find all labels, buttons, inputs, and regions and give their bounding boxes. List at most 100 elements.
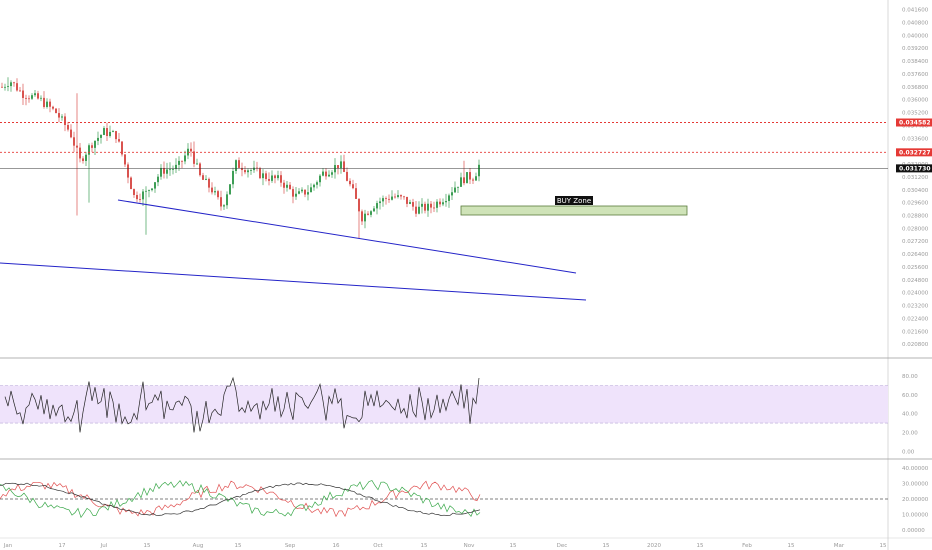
- price-tick-label: 0.027200: [902, 239, 929, 245]
- price-tick-label: 0.026400: [902, 252, 929, 258]
- candle-body: [19, 90, 21, 92]
- candle-body: [148, 190, 150, 191]
- candle-body: [346, 171, 348, 181]
- candle-body: [25, 97, 27, 99]
- oscillator-pane: 40.00000 30.00000 20.00000 10.00000 0.00000: [0, 458, 932, 534]
- time-tick-label: 17: [59, 543, 66, 549]
- price-tick-label: 0.033600: [902, 136, 929, 142]
- candle-body: [37, 93, 39, 99]
- candle-body: [319, 175, 321, 183]
- time-axis: Jan 17 Jul 15 Aug 15 Sep 16 Oct 15 Nov 15 Dec 15 2020 1…: [0, 537, 932, 549]
- candle-body: [436, 201, 438, 208]
- candle-body: [424, 203, 426, 211]
- candle-body: [259, 168, 261, 179]
- annotation-layer: BUY Zone: [460, 196, 688, 216]
- candle-body: [391, 196, 393, 200]
- candle-body: [10, 82, 12, 87]
- candle-body: [427, 203, 429, 211]
- price-tick-label: 0.021600: [902, 329, 929, 335]
- candle-body: [322, 171, 324, 176]
- candle-body: [337, 165, 339, 169]
- candle-body: [178, 160, 180, 165]
- price-tick-label: 0.040800: [902, 21, 929, 27]
- candle-body: [265, 173, 267, 180]
- time-tick-label: Dec: [557, 543, 568, 549]
- oscillator-green-line: [0, 479, 481, 519]
- candle-body: [163, 167, 165, 174]
- candle-body: [403, 196, 405, 198]
- candle-body: [448, 195, 450, 201]
- candle-body: [217, 191, 219, 198]
- rsi-band: [0, 385, 888, 424]
- candle-body: [379, 201, 381, 204]
- time-tick-label: 15: [421, 543, 428, 549]
- candle-body: [433, 207, 435, 209]
- candle-body: [268, 179, 270, 181]
- candle-body: [328, 174, 330, 177]
- oscillator-black-line: [0, 482, 481, 516]
- candle-body: [112, 131, 114, 132]
- buy-zone-box[interactable]: [460, 205, 688, 216]
- candle-body: [208, 178, 210, 188]
- buy-zone-label-bg: [555, 196, 593, 205]
- candle-body: [355, 188, 357, 199]
- candle-body: [376, 203, 378, 209]
- candle-body: [49, 101, 51, 107]
- candle-body: [106, 128, 108, 137]
- candle-body: [373, 208, 375, 212]
- rsi-line: [4, 376, 480, 433]
- candle-body: [415, 206, 417, 214]
- candle-body: [472, 179, 474, 181]
- candle-body: [442, 202, 444, 205]
- candle-body: [28, 98, 30, 100]
- candle-body: [91, 145, 93, 148]
- price-tick-label: 0.036000: [902, 98, 929, 104]
- candle-body: [454, 187, 456, 193]
- candle-body: [202, 175, 204, 180]
- candle-body: [244, 170, 246, 173]
- candle-body: [166, 169, 168, 174]
- candle-body: [154, 182, 156, 189]
- candle-body: [142, 191, 144, 200]
- candle-body: [151, 188, 153, 191]
- time-tick-label: Jul: [100, 543, 108, 549]
- rsi-tick-label: 60.00: [902, 393, 918, 399]
- oscillator-tick-label: 10.00000: [902, 512, 929, 518]
- rsi-tick-label: 80.00: [902, 374, 918, 380]
- candle-body: [82, 158, 84, 161]
- candle-body: [271, 175, 273, 181]
- price-badge-label: 0.031730: [899, 165, 931, 172]
- upper-trendline: [117, 199, 577, 274]
- price-tick-label: 0.031200: [902, 175, 929, 181]
- candle-body: [232, 171, 234, 185]
- candle-body: [76, 145, 78, 148]
- candle-body: [256, 167, 258, 169]
- candle-body: [286, 184, 288, 188]
- candle-body: [73, 137, 75, 146]
- candle-body: [277, 175, 279, 179]
- price-tick-label: 0.029600: [902, 201, 929, 207]
- price-tick-label: 0.038400: [902, 59, 929, 65]
- price-tick-label: 0.025600: [902, 265, 929, 271]
- candle-body: [412, 202, 414, 207]
- candle-body: [55, 108, 57, 114]
- candle-body: [175, 164, 177, 170]
- candle-body: [307, 192, 309, 195]
- candle-body: [361, 211, 363, 222]
- candle-body: [250, 170, 252, 171]
- candle-body: [235, 160, 237, 172]
- candle-body: [460, 177, 462, 187]
- candle-body: [358, 198, 360, 212]
- time-tick-label: Jan: [3, 543, 13, 549]
- rsi-tick-label: 40.00: [902, 412, 918, 418]
- time-tick-label: 15: [603, 543, 610, 549]
- candle-body: [325, 171, 327, 177]
- candle-body: [280, 175, 282, 183]
- time-tick-label: 15: [510, 543, 517, 549]
- candle-body: [31, 95, 33, 99]
- candle-body: [127, 164, 129, 178]
- candle-body: [229, 184, 231, 195]
- candle-body: [184, 155, 186, 162]
- candle-body: [181, 160, 183, 162]
- price-tick-label: 0.024000: [902, 291, 929, 297]
